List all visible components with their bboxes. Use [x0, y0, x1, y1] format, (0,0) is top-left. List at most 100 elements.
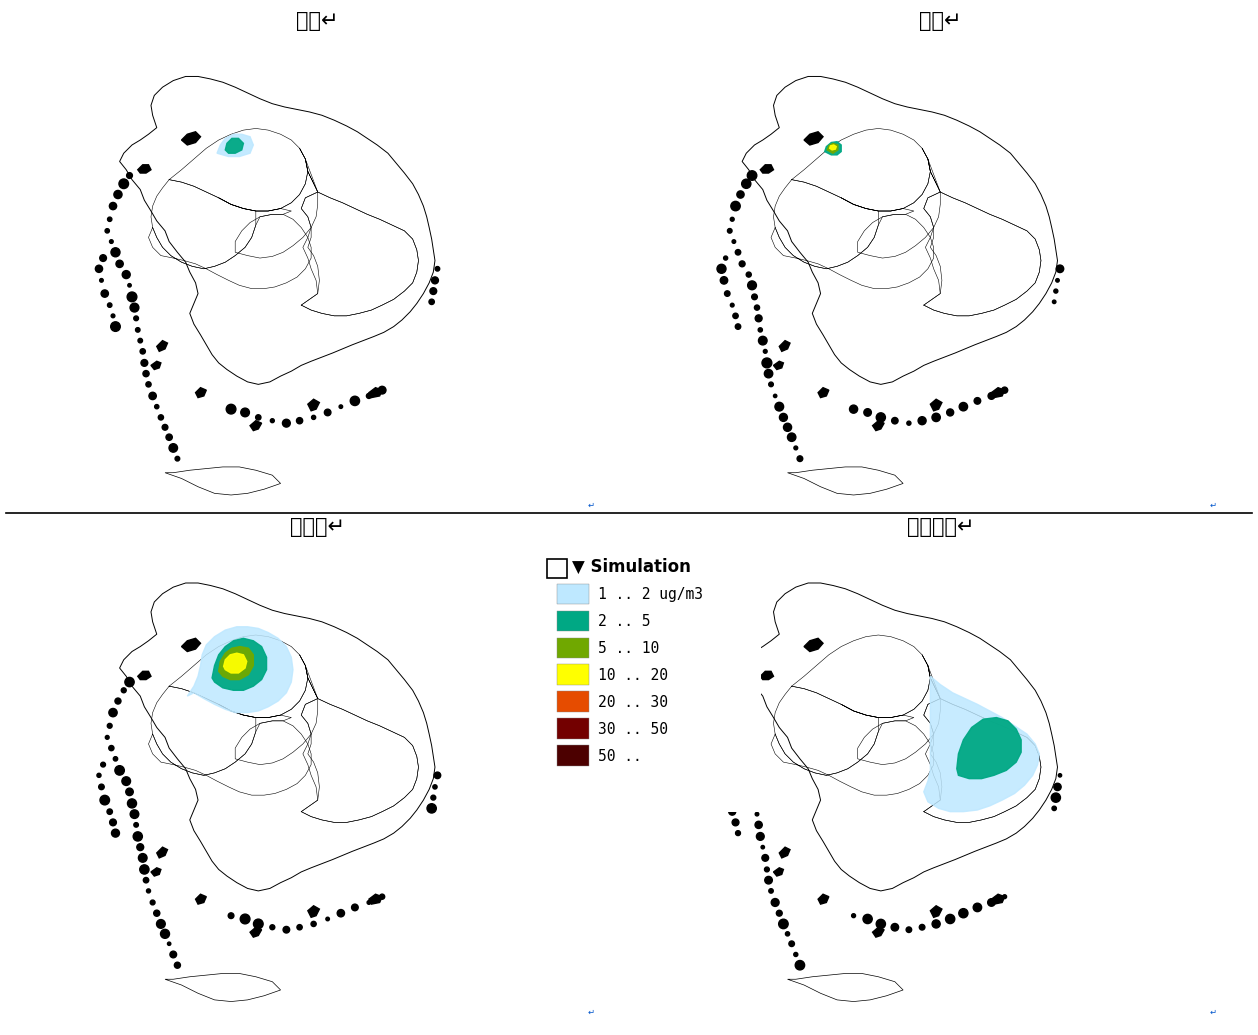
Circle shape [776, 910, 782, 916]
Circle shape [852, 914, 855, 918]
Polygon shape [742, 583, 1058, 891]
Polygon shape [931, 906, 942, 917]
Circle shape [351, 905, 359, 911]
Text: ↵: ↵ [587, 1007, 594, 1016]
Polygon shape [788, 974, 903, 1002]
Title: 경상북도↵: 경상북도↵ [907, 518, 974, 537]
Polygon shape [923, 676, 1039, 811]
Circle shape [155, 405, 159, 409]
Circle shape [723, 796, 732, 804]
Circle shape [730, 744, 737, 751]
Circle shape [731, 303, 735, 307]
Circle shape [785, 932, 790, 936]
Circle shape [974, 397, 981, 404]
Polygon shape [138, 165, 151, 173]
Circle shape [312, 415, 316, 419]
Circle shape [1058, 773, 1062, 777]
Circle shape [727, 229, 732, 233]
Polygon shape [165, 467, 281, 495]
Polygon shape [181, 639, 200, 651]
Polygon shape [218, 135, 253, 156]
Circle shape [779, 919, 789, 928]
Circle shape [106, 736, 109, 739]
Circle shape [136, 328, 140, 332]
Circle shape [1052, 793, 1060, 802]
Circle shape [1055, 278, 1059, 283]
Circle shape [297, 924, 302, 929]
Circle shape [350, 396, 360, 406]
Circle shape [788, 433, 796, 441]
Circle shape [736, 831, 741, 835]
Circle shape [735, 756, 741, 762]
Circle shape [725, 291, 730, 296]
Circle shape [426, 804, 437, 814]
Circle shape [932, 920, 940, 928]
Circle shape [1052, 806, 1057, 810]
Circle shape [380, 894, 385, 899]
Polygon shape [873, 927, 884, 937]
Circle shape [735, 324, 741, 329]
Circle shape [769, 889, 774, 893]
Polygon shape [804, 639, 823, 651]
Polygon shape [760, 672, 774, 680]
Circle shape [1053, 300, 1055, 303]
Circle shape [765, 877, 772, 884]
Circle shape [133, 823, 138, 827]
Circle shape [107, 723, 112, 729]
Circle shape [114, 698, 121, 704]
Circle shape [747, 280, 756, 290]
Polygon shape [957, 717, 1021, 778]
Circle shape [635, 680, 640, 684]
Circle shape [101, 290, 108, 297]
Circle shape [116, 260, 123, 267]
Circle shape [226, 405, 237, 414]
Circle shape [728, 808, 736, 816]
Circle shape [111, 322, 121, 331]
Circle shape [630, 162, 640, 172]
Circle shape [167, 942, 171, 945]
Circle shape [120, 179, 128, 188]
Circle shape [170, 951, 176, 957]
Polygon shape [825, 142, 842, 155]
Polygon shape [779, 848, 790, 858]
Title: 인첰↵: 인첰↵ [920, 11, 961, 31]
Circle shape [137, 844, 143, 851]
Circle shape [794, 952, 798, 956]
Circle shape [143, 878, 148, 883]
Polygon shape [138, 672, 151, 680]
Circle shape [283, 419, 291, 427]
Circle shape [771, 898, 779, 907]
Polygon shape [195, 388, 206, 397]
Circle shape [742, 179, 751, 188]
Circle shape [162, 424, 167, 431]
Text: ↵: ↵ [1210, 1007, 1216, 1016]
Polygon shape [369, 388, 382, 397]
Circle shape [130, 303, 138, 312]
Circle shape [283, 926, 289, 933]
Circle shape [435, 267, 440, 271]
Polygon shape [828, 143, 838, 153]
Circle shape [379, 386, 386, 394]
Circle shape [765, 867, 770, 871]
Circle shape [756, 832, 764, 840]
Circle shape [114, 766, 125, 775]
Title: 서울↵: 서울↵ [297, 11, 338, 31]
Polygon shape [804, 131, 823, 145]
Circle shape [717, 264, 726, 273]
Circle shape [920, 924, 925, 930]
Circle shape [746, 272, 751, 277]
Circle shape [111, 247, 120, 257]
Text: ↵: ↵ [587, 501, 594, 510]
Circle shape [337, 910, 345, 917]
Circle shape [138, 338, 142, 343]
Circle shape [1255, 672, 1258, 676]
Circle shape [98, 785, 104, 790]
Circle shape [1001, 387, 1008, 393]
Polygon shape [760, 165, 774, 173]
Circle shape [270, 419, 274, 422]
Polygon shape [829, 145, 837, 150]
Circle shape [1255, 165, 1258, 170]
Polygon shape [219, 647, 253, 680]
Polygon shape [818, 894, 829, 905]
Circle shape [109, 708, 117, 717]
